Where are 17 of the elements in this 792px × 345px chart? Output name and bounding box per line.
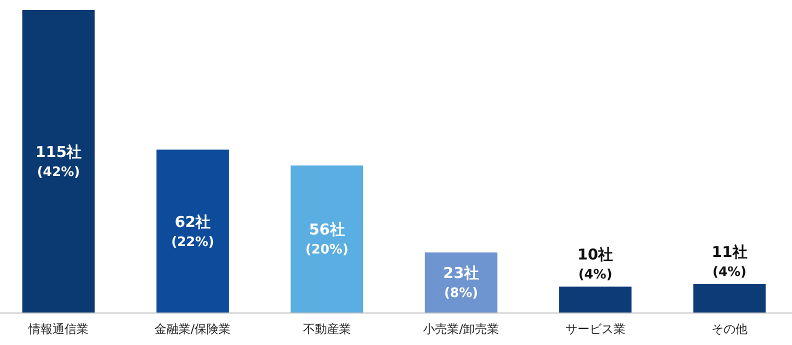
data-label: 115社 (42%) (35, 143, 82, 180)
x-tick-label: 金融業/保険業 (154, 322, 231, 336)
bar (156, 150, 229, 313)
data-label: 11社 (4%) (712, 243, 748, 280)
x-tick-label: 不動産業 (302, 322, 351, 336)
bar (290, 165, 364, 313)
x-tick-label: サービス業 (565, 322, 626, 336)
data-label: 10社 (4%) (577, 246, 614, 283)
data-label: 62社 (22%) (171, 212, 214, 250)
x-tick-label: その他 (712, 322, 748, 336)
x-tick-label: 小売業/卸売業 (423, 322, 500, 336)
bar (559, 286, 632, 313)
data-label: 56社 (20%) (305, 220, 348, 258)
data-label: 23社 (8%) (443, 264, 480, 302)
x-tick-label: 情報通信業 (27, 322, 88, 336)
bar (693, 284, 766, 313)
bar (22, 10, 95, 313)
